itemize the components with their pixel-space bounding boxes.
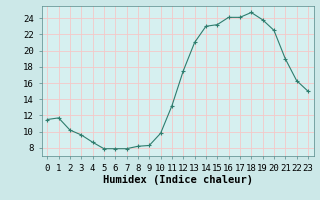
X-axis label: Humidex (Indice chaleur): Humidex (Indice chaleur) (103, 175, 252, 185)
